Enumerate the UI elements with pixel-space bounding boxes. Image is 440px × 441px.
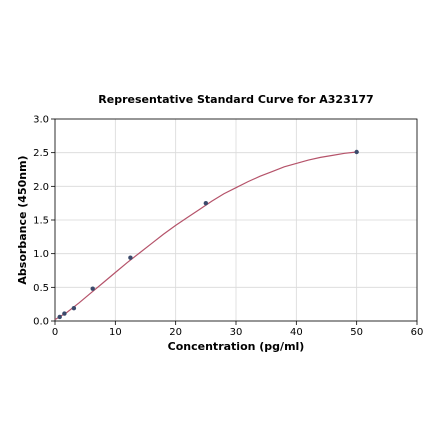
data-points [57, 149, 359, 320]
data-point [354, 149, 359, 155]
x-tick-label: 60 [411, 327, 424, 338]
y-tick-label: 0.0 [33, 317, 49, 328]
data-point [128, 255, 133, 260]
y-axis-label: Absorbance (450nm) [16, 155, 29, 284]
grid [54, 118, 418, 322]
data-point [71, 306, 77, 311]
y-tick-label: 2.0 [33, 182, 49, 193]
chart-title: Representative Standard Curve for A32317… [98, 93, 373, 106]
y-tick-label: 1.5 [33, 216, 49, 227]
y-tick-label: 2.5 [33, 148, 49, 159]
x-tick-label: 30 [230, 327, 243, 338]
x-axis-label: Concentration (pg/ml) [168, 340, 305, 353]
data-point [57, 314, 62, 320]
y-tick-label: 0.5 [33, 283, 49, 294]
y-tick-label: 3.0 [33, 115, 49, 126]
y-tick-label: 1.0 [33, 249, 49, 260]
x-axis-ticks: 0 10 20 30 40 50 60 [52, 321, 424, 338]
x-tick-label: 50 [350, 327, 363, 338]
x-tick-label: 10 [109, 327, 122, 338]
data-point [203, 200, 209, 206]
data-point [90, 286, 95, 291]
data-point [62, 311, 67, 316]
x-tick-label: 40 [290, 327, 303, 338]
x-tick-label: 20 [169, 327, 182, 338]
x-tick-label: 0 [52, 327, 58, 338]
fit-curve [54, 151, 357, 321]
y-axis-ticks: 0.0 0.5 1.0 1.5 2.0 2.5 3.0 [33, 115, 55, 328]
